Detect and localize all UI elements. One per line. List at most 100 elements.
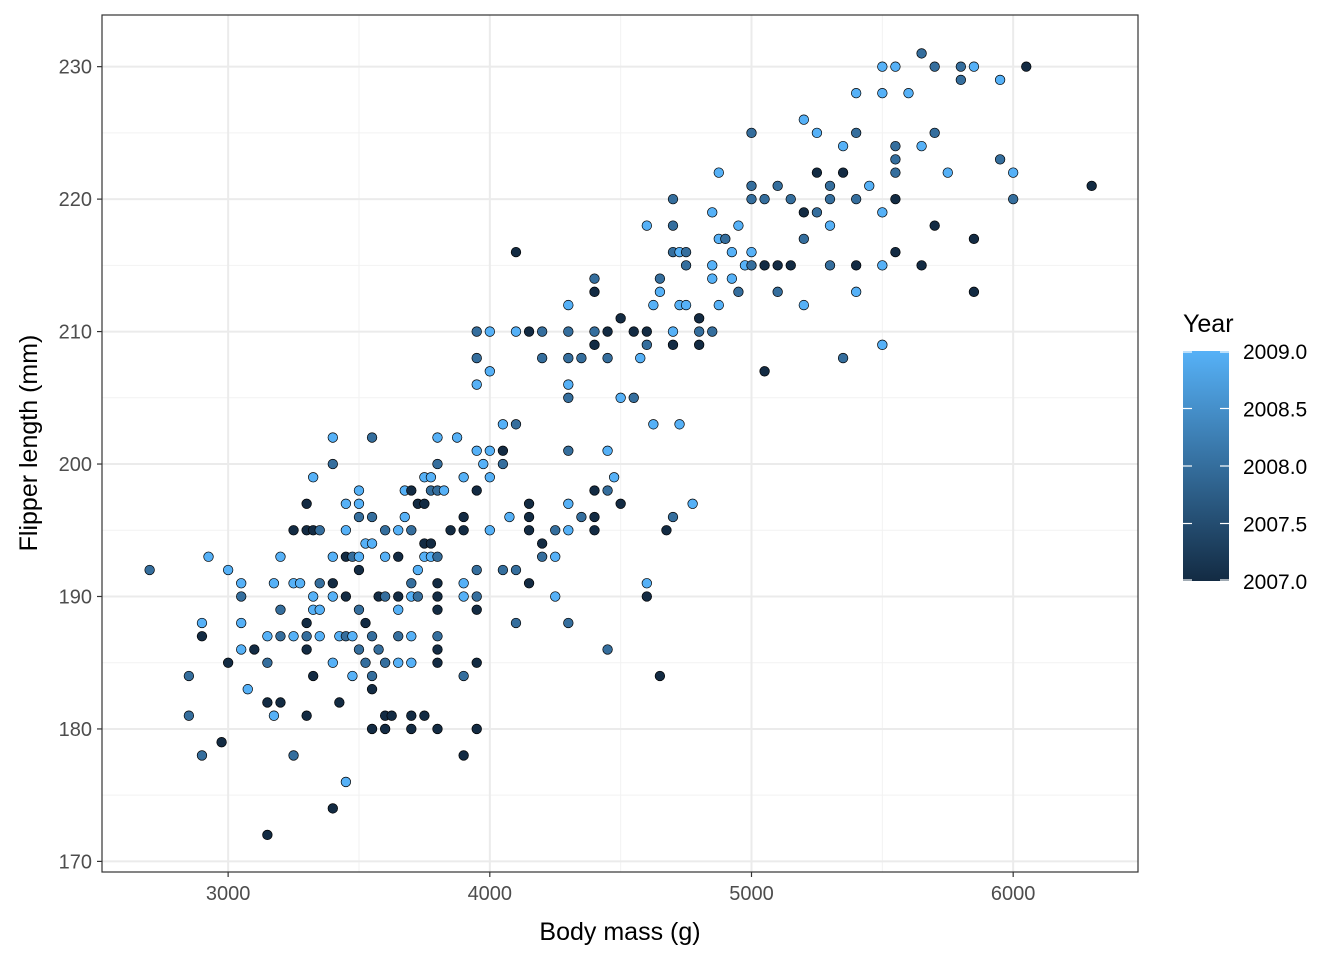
data-point <box>589 286 600 297</box>
data-point <box>393 591 404 602</box>
legend: Year 2007.0 2007.5 2008.0 2008.5 2009.0 <box>1183 310 1307 594</box>
data-point <box>327 591 338 602</box>
data-point <box>399 511 410 523</box>
data-point <box>347 631 358 642</box>
data-point <box>458 670 469 682</box>
data-point <box>772 260 783 271</box>
data-point <box>746 127 757 139</box>
data-point <box>249 644 260 655</box>
data-point <box>942 167 953 178</box>
data-point <box>196 750 208 761</box>
data-point <box>602 445 613 456</box>
data-point <box>478 458 489 470</box>
data-point <box>353 551 365 562</box>
data-point <box>680 260 692 271</box>
data-point <box>386 710 397 721</box>
data-point <box>589 525 600 536</box>
data-point <box>674 419 685 430</box>
y-tick-label: 180 <box>59 719 92 741</box>
data-point <box>419 498 430 509</box>
data-point <box>458 511 469 523</box>
data-point <box>497 458 509 470</box>
data-point <box>641 591 652 602</box>
data-point <box>707 326 718 337</box>
data-point <box>615 313 626 324</box>
data-point <box>589 339 600 350</box>
plot-panel <box>102 15 1138 872</box>
data-point <box>327 578 338 589</box>
data-point <box>641 339 652 350</box>
data-point <box>837 167 849 178</box>
legend-tick-label: 2007.0 <box>1243 571 1307 594</box>
data-point <box>393 551 404 562</box>
data-point <box>379 525 391 536</box>
data-point <box>536 551 548 562</box>
data-point <box>654 670 666 682</box>
data-point <box>536 352 548 364</box>
data-point <box>301 631 312 642</box>
data-points <box>144 48 1097 841</box>
data-point <box>720 233 731 245</box>
data-point <box>707 207 718 218</box>
data-point <box>314 578 325 589</box>
data-point <box>589 273 600 284</box>
data-point <box>425 538 437 549</box>
data-point <box>890 140 901 152</box>
data-point <box>785 193 796 205</box>
data-point <box>851 260 862 271</box>
data-point <box>694 326 705 337</box>
data-point <box>471 564 482 576</box>
data-point <box>824 180 836 192</box>
data-point <box>523 525 535 536</box>
data-point <box>726 246 738 258</box>
data-point <box>458 525 469 536</box>
data-point <box>635 352 646 364</box>
data-point <box>484 472 495 483</box>
data-point <box>308 591 319 602</box>
data-point <box>406 723 417 735</box>
data-point <box>327 458 338 470</box>
data-point <box>471 379 482 390</box>
data-point <box>458 472 469 483</box>
data-point <box>523 511 535 523</box>
data-point <box>510 564 522 576</box>
data-point <box>327 803 338 814</box>
data-point <box>667 193 679 205</box>
data-point <box>268 710 280 721</box>
data-point <box>340 591 352 602</box>
y-axis-ticks: 170 180 190 200 210 220 230 <box>59 57 102 873</box>
data-point <box>661 525 672 536</box>
y-tick-label: 230 <box>59 57 92 79</box>
data-point <box>733 220 744 231</box>
data-point <box>294 578 306 589</box>
data-point <box>759 260 770 271</box>
data-point <box>301 710 312 721</box>
data-point <box>550 591 561 602</box>
data-point <box>851 286 862 297</box>
data-point <box>216 737 227 748</box>
panel-border <box>101 14 1139 873</box>
data-point <box>563 445 574 456</box>
data-point <box>654 273 666 284</box>
data-point <box>458 578 469 589</box>
data-point <box>275 604 286 615</box>
data-point <box>366 538 378 549</box>
data-point <box>648 419 659 430</box>
data-point <box>314 525 325 536</box>
x-tick-label: 5000 <box>729 883 774 905</box>
data-point <box>851 87 862 99</box>
data-point <box>432 631 443 642</box>
data-point <box>393 525 404 536</box>
data-point <box>360 657 371 668</box>
data-point <box>366 511 378 523</box>
data-point <box>432 551 443 562</box>
data-point <box>1008 193 1019 205</box>
data-point <box>563 617 574 629</box>
data-point <box>471 485 482 496</box>
data-point <box>746 180 757 192</box>
data-point <box>393 604 404 615</box>
data-point <box>308 670 319 682</box>
data-point <box>236 617 247 629</box>
data-point <box>877 260 888 271</box>
y-tick-label: 170 <box>59 851 92 873</box>
